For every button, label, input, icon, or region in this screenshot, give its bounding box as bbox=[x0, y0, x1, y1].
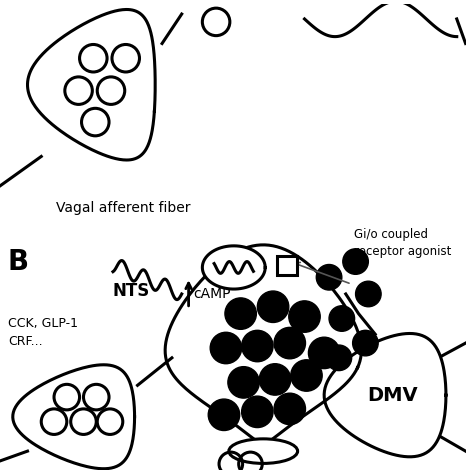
Circle shape bbox=[274, 393, 305, 425]
Polygon shape bbox=[165, 245, 361, 443]
Polygon shape bbox=[13, 365, 135, 469]
Circle shape bbox=[242, 396, 273, 428]
Circle shape bbox=[228, 367, 259, 398]
Circle shape bbox=[309, 337, 340, 369]
Circle shape bbox=[289, 301, 320, 332]
Circle shape bbox=[326, 345, 352, 371]
Text: Gi/o coupled
receptor agonist: Gi/o coupled receptor agonist bbox=[354, 228, 451, 258]
Circle shape bbox=[259, 364, 291, 395]
Circle shape bbox=[353, 330, 378, 356]
Circle shape bbox=[291, 360, 322, 391]
Polygon shape bbox=[324, 334, 446, 457]
Text: CCK, GLP-1
CRF...: CCK, GLP-1 CRF... bbox=[8, 317, 78, 347]
Text: B: B bbox=[8, 248, 29, 276]
Text: cAMP: cAMP bbox=[193, 287, 231, 301]
Circle shape bbox=[356, 281, 381, 307]
Circle shape bbox=[316, 264, 342, 290]
Circle shape bbox=[242, 330, 273, 362]
Text: DMV: DMV bbox=[368, 386, 418, 405]
Text: NTS: NTS bbox=[113, 282, 150, 300]
Circle shape bbox=[343, 249, 368, 274]
Circle shape bbox=[257, 291, 289, 322]
Circle shape bbox=[208, 399, 240, 430]
Text: Vagal afferent fiber: Vagal afferent fiber bbox=[55, 201, 190, 215]
Circle shape bbox=[210, 332, 242, 364]
Circle shape bbox=[274, 328, 305, 359]
Circle shape bbox=[225, 298, 256, 329]
Circle shape bbox=[329, 306, 355, 331]
Polygon shape bbox=[202, 246, 265, 289]
Ellipse shape bbox=[229, 439, 298, 464]
Polygon shape bbox=[27, 9, 155, 160]
Bar bbox=[277, 255, 297, 275]
